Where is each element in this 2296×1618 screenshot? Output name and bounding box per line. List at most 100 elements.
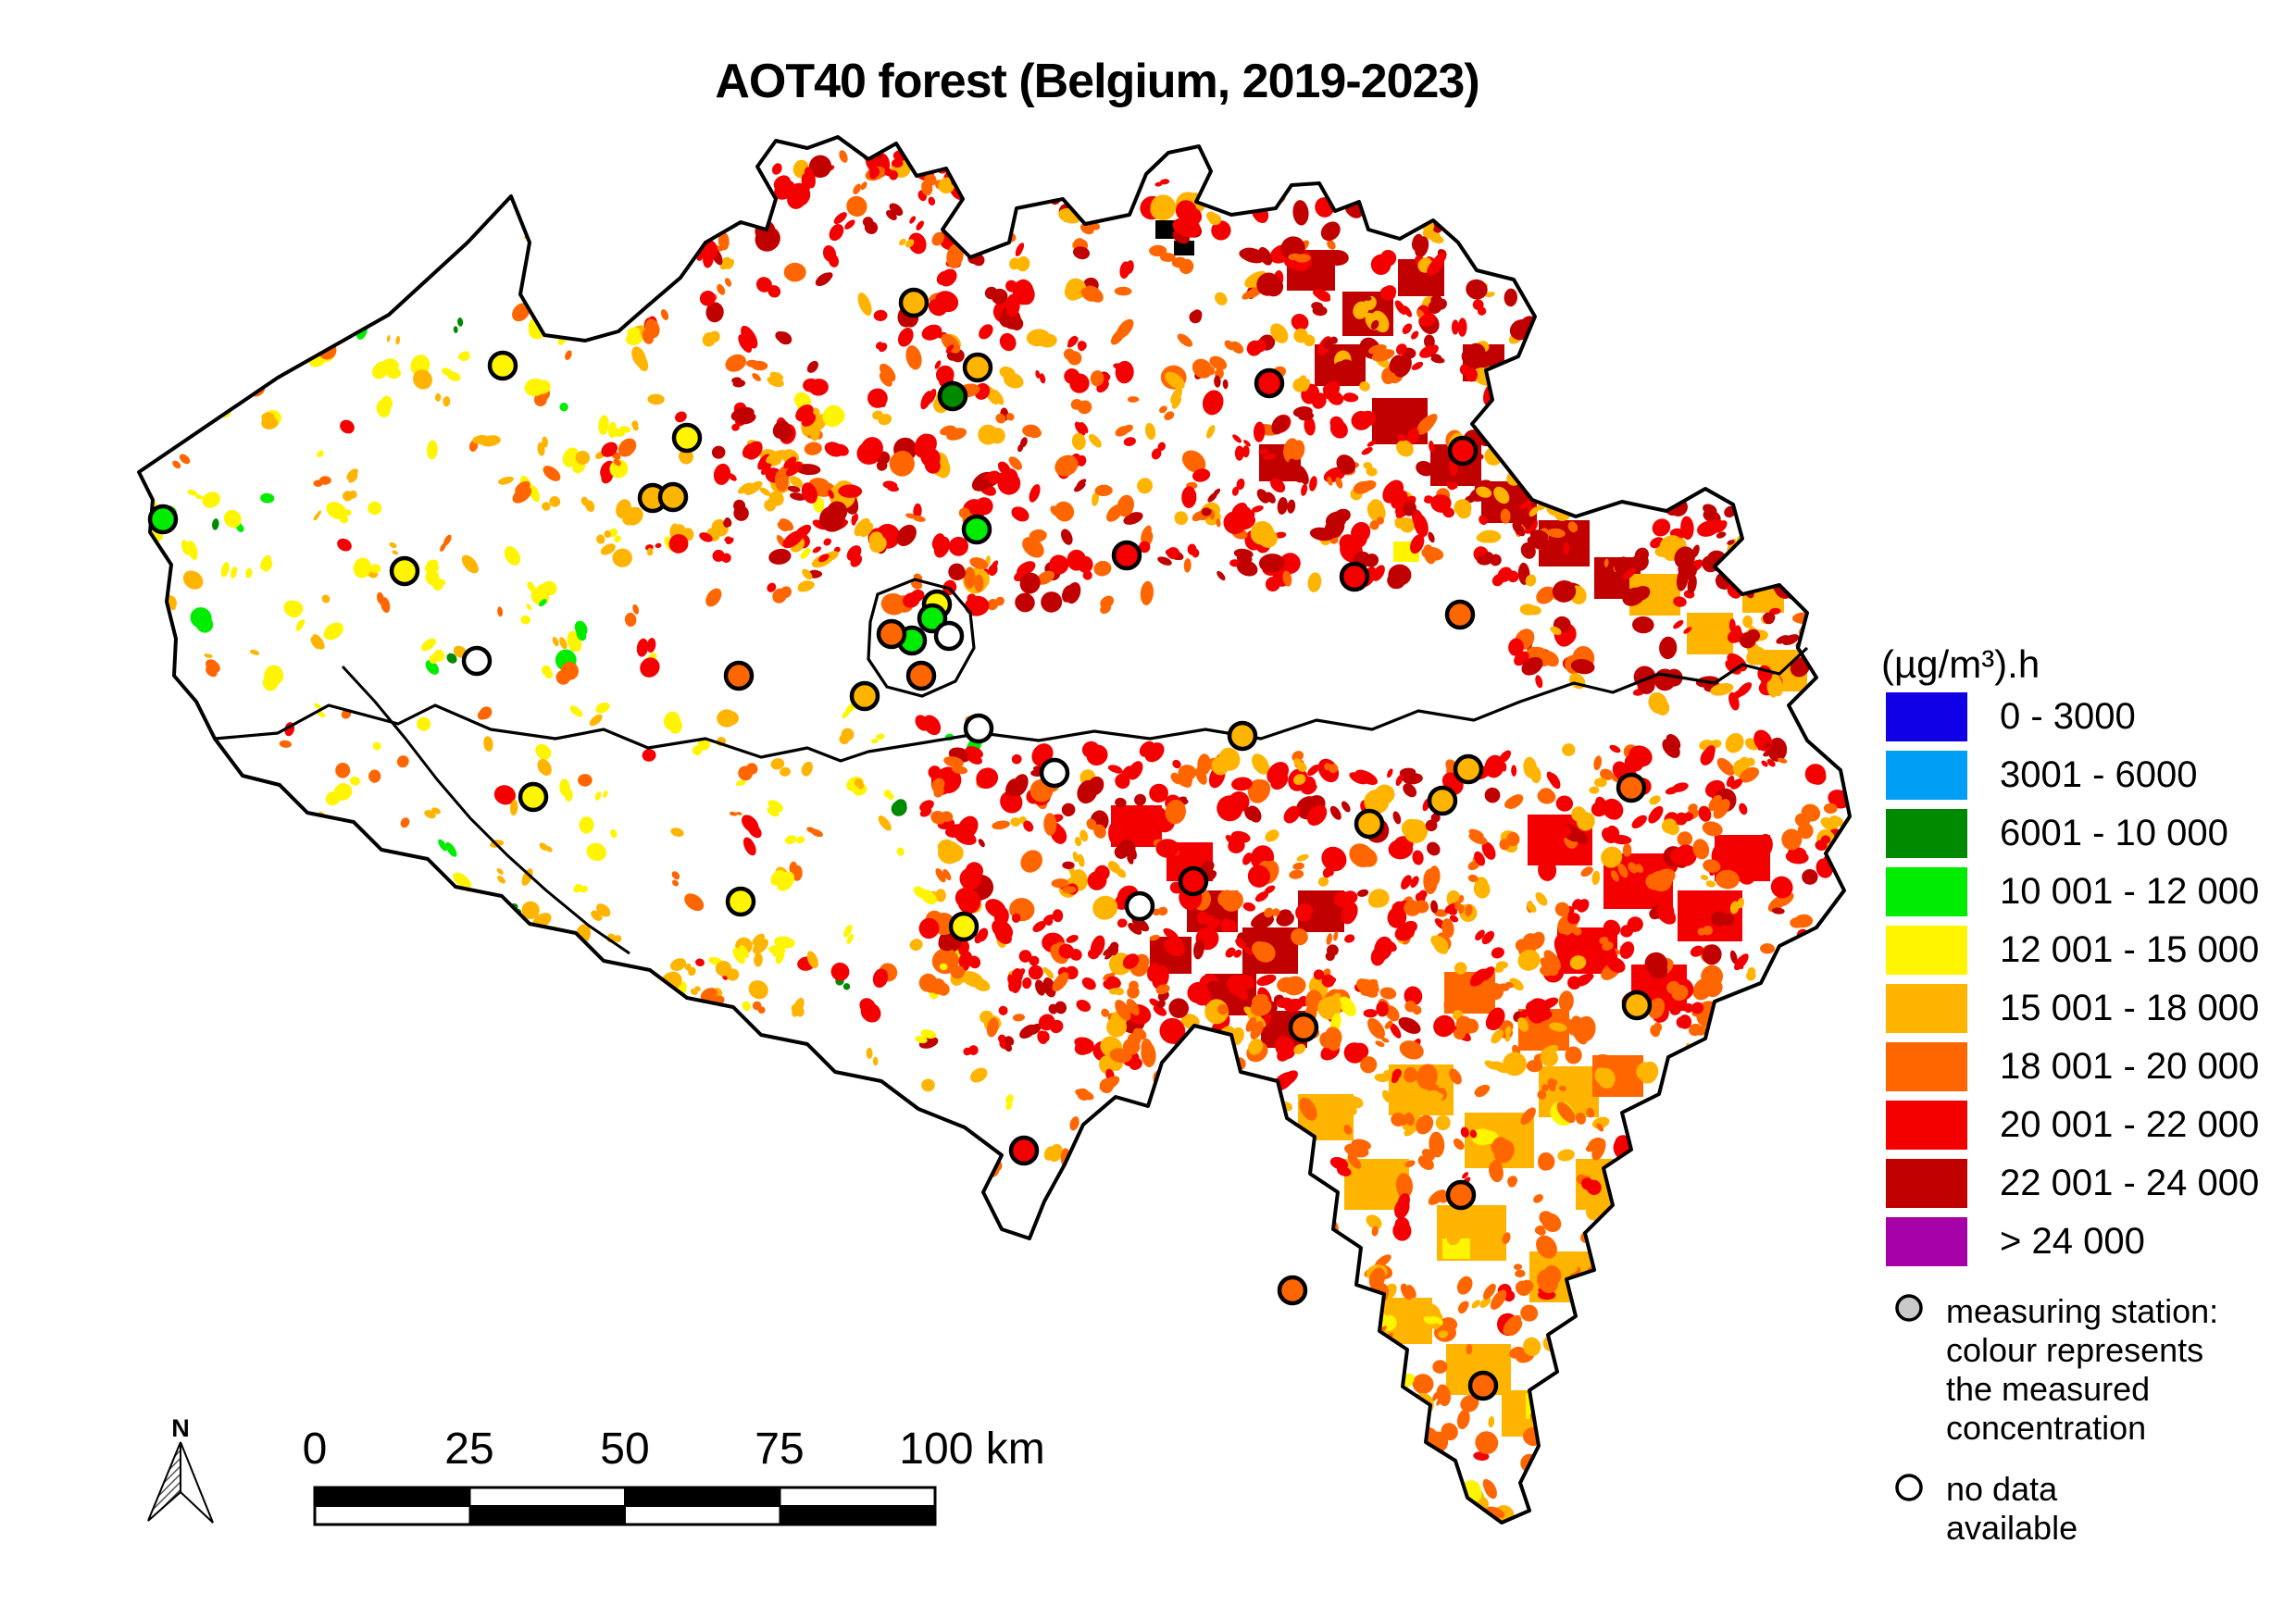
legend-row: 0 - 3000 [1886,692,2259,741]
station-marker [518,781,549,813]
measuring-station-note-line: measuring station: [1946,1292,2219,1330]
measuring-station-note-line: concentration [1946,1409,2147,1447]
legend-swatch [1886,692,1967,741]
legend-row: 3001 - 6000 [1886,751,2259,800]
legend-swatch [1886,1101,1967,1150]
station-marker-no-data [1039,757,1070,789]
no-data-note-line: no data [1946,1470,2058,1508]
belgium-border [137,135,1852,1525]
legend-swatch [1886,751,1967,800]
legend-row: > 24 000 [1886,1217,2259,1266]
legend: (µg/m³).h 0 - 3000 3001 - 6000 6001 - 10 0… [1881,642,2259,1266]
scalebar [313,1486,937,1526]
station-marker [1621,989,1653,1021]
legend-row: 10 001 - 12 000 [1886,867,2259,916]
station-marker [1227,720,1258,752]
station-marker [723,660,755,691]
station-marker [1427,785,1458,816]
station-marker [1616,772,1647,803]
station-marker [389,555,420,587]
station-marker [849,680,880,712]
station-marker [671,422,703,454]
station-marker [1444,599,1476,630]
legend-unit-label: (µg/m³).h [1881,642,2040,686]
no-data-note: no data available [1946,1470,2078,1548]
measuring-stations [147,287,1653,1401]
measuring-station-note-line: the measured [1946,1370,2151,1408]
legend-swatch [1886,984,1967,1033]
no-data-icon [1895,1474,1923,1501]
north-arrow-right-blade [180,1441,214,1524]
station-marker [1254,367,1285,399]
station-marker [147,504,179,535]
station-marker-no-data [933,620,965,652]
legend-class-label: 15 001 - 18 000 [2000,988,2260,1028]
station-marker [1288,1012,1319,1043]
brussels-border [867,578,976,698]
scalebar-tick-label: 50 [600,1425,650,1474]
north-arrow-left-blade [147,1441,181,1522]
legend-row: 12 001 - 15 000 [1886,926,2259,975]
station-marker-no-data [461,645,493,677]
legend-swatch [1886,809,1967,858]
regional-border [214,646,1809,763]
raster-patch [1287,1388,1342,1433]
measuring-station-icon [1895,1294,1923,1322]
raster-patch [1518,400,1565,437]
measuring-station-note: measuring station: colour represents the m… [1946,1292,2218,1448]
station-marker [876,618,907,650]
station-marker [948,911,980,942]
legend-class-label: 3001 - 6000 [2000,754,2198,795]
scalebar-tick-label: 75 [755,1425,805,1474]
station-marker [1339,561,1370,592]
province-border [341,665,630,955]
station-marker-no-data [1124,890,1155,922]
legend-class-label: 6001 - 10 000 [2000,813,2228,853]
legend-swatch [1886,926,1967,975]
station-marker [962,352,993,383]
station-marker [1467,1370,1499,1401]
legend-class-label: 0 - 3000 [2000,696,2136,737]
scalebar-end-label: 100 km [899,1425,1045,1474]
legend-row: 18 001 - 20 000 [1886,1042,2259,1091]
legend-swatch [1886,1159,1967,1208]
legend-row: 20 001 - 22 000 [1886,1101,2259,1150]
station-marker [917,603,948,634]
raster-patch [1174,241,1194,255]
station-marker [898,287,930,318]
raster-patch [1241,1314,1296,1359]
legend-class-label: 20 001 - 22 000 [2000,1104,2260,1145]
legend-class-label: 12 001 - 15 000 [2000,929,2260,970]
station-marker [961,514,992,545]
legend-row: 22 001 - 24 000 [1886,1159,2259,1208]
legend-class-label: 22 001 - 24 000 [2000,1163,2260,1203]
legend-swatch [1886,1042,1967,1091]
station-marker [1354,808,1385,840]
station-marker [725,886,756,917]
legend-swatch [1886,1217,1967,1266]
station-marker-no-data [963,713,994,744]
raster-patch [1687,613,1733,654]
page-title: AOT40 forest (Belgium, 2019-2023) [715,55,1479,108]
legend-class-label: > 24 000 [2000,1221,2145,1262]
station-marker [937,380,968,412]
north-arrow-label: N [171,1414,190,1442]
legend-row: 15 001 - 18 000 [1886,984,2259,1033]
measuring-station-note-line: colour represents [1946,1331,2204,1369]
legend-swatch [1886,867,1967,916]
station-marker [1008,1135,1040,1166]
north-arrow: N [147,1414,214,1524]
station-marker [1447,435,1479,467]
scalebar-tick-label: 0 [302,1425,328,1474]
station-marker [657,481,689,513]
legend-class-label: 10 001 - 12 000 [2000,871,2260,912]
raster-patch [1344,1418,1404,1464]
no-data-note-line: available [1946,1509,2078,1547]
station-marker [1178,865,1209,897]
legend-color-rows: 0 - 3000 3001 - 6000 6001 - 10 000 10 001 -… [1886,692,2259,1276]
station-marker [1445,1179,1477,1211]
legend-row: 6001 - 10 000 [1886,809,2259,858]
station-marker [487,350,518,381]
